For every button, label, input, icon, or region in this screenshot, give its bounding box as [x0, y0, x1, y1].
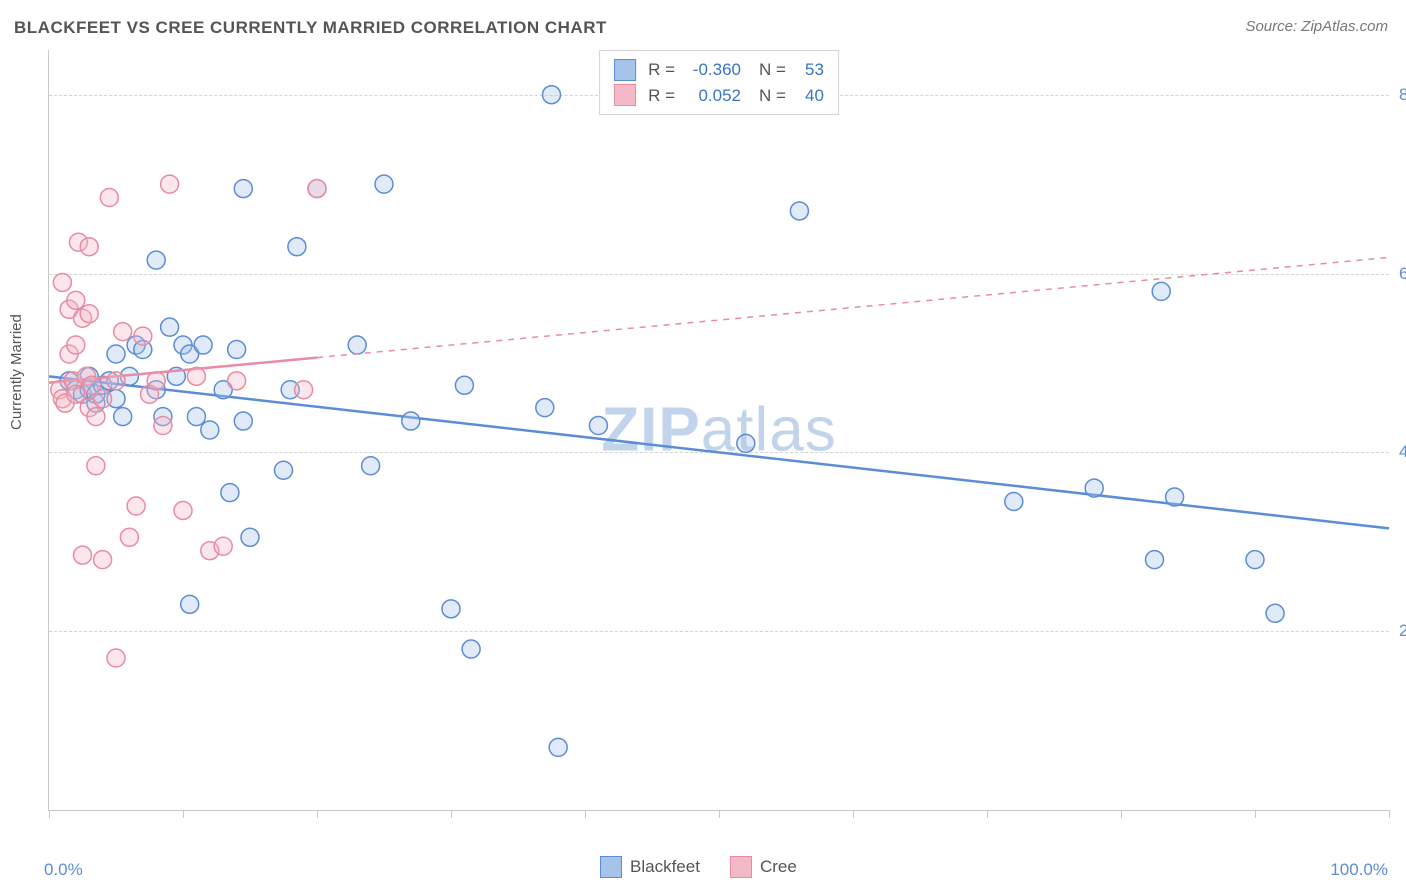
x-tick — [451, 810, 452, 818]
x-tick — [853, 810, 854, 818]
n-label: N = — [759, 57, 786, 83]
x-tick — [1389, 810, 1390, 818]
legend-row: R = -0.360 N = 53 — [614, 57, 824, 83]
n-value: 40 — [794, 83, 824, 109]
y-axis-label: Currently Married — [8, 314, 25, 430]
legend-swatch — [730, 856, 752, 878]
r-value: -0.360 — [683, 57, 741, 83]
x-tick — [1121, 810, 1122, 818]
r-value: 0.052 — [683, 83, 741, 109]
y-tick-label: 80.0% — [1399, 85, 1406, 105]
n-value: 53 — [794, 57, 824, 83]
x-tick-100: 100.0% — [1330, 860, 1388, 880]
legend-swatch — [614, 84, 636, 106]
n-label: N = — [759, 83, 786, 109]
x-tick — [585, 810, 586, 818]
series-legend: Blackfeet Cree — [600, 856, 797, 878]
scatter-svg — [49, 50, 1389, 810]
x-tick — [987, 810, 988, 818]
y-tick-label: 60.0% — [1399, 264, 1406, 284]
r-label: R = — [648, 83, 675, 109]
legend-swatch — [614, 59, 636, 81]
x-tick — [317, 810, 318, 818]
y-tick-label: 20.0% — [1399, 621, 1406, 641]
r-label: R = — [648, 57, 675, 83]
chart-container: BLACKFEET VS CREE CURRENTLY MARRIED CORR… — [0, 0, 1406, 892]
plot-area: ZIPatlas R =-0.360N =53R =0.052N =40 20.… — [48, 50, 1389, 811]
legend-row: R = 0.052 N = 40 — [614, 83, 824, 109]
legend-item: Cree — [730, 856, 797, 878]
legend-label: Blackfeet — [630, 857, 700, 877]
legend-label: Cree — [760, 857, 797, 877]
y-tick-label: 40.0% — [1399, 442, 1406, 462]
x-tick — [719, 810, 720, 818]
chart-title: BLACKFEET VS CREE CURRENTLY MARRIED CORR… — [14, 18, 607, 38]
x-tick — [1255, 810, 1256, 818]
x-tick — [49, 810, 50, 818]
source-label: Source: ZipAtlas.com — [1245, 18, 1388, 35]
legend-item: Blackfeet — [600, 856, 700, 878]
correlation-legend: R = -0.360 N = 53 R = 0.052 N = 40 — [599, 50, 839, 115]
x-tick — [183, 810, 184, 818]
x-tick-0: 0.0% — [44, 860, 83, 880]
legend-swatch — [600, 856, 622, 878]
